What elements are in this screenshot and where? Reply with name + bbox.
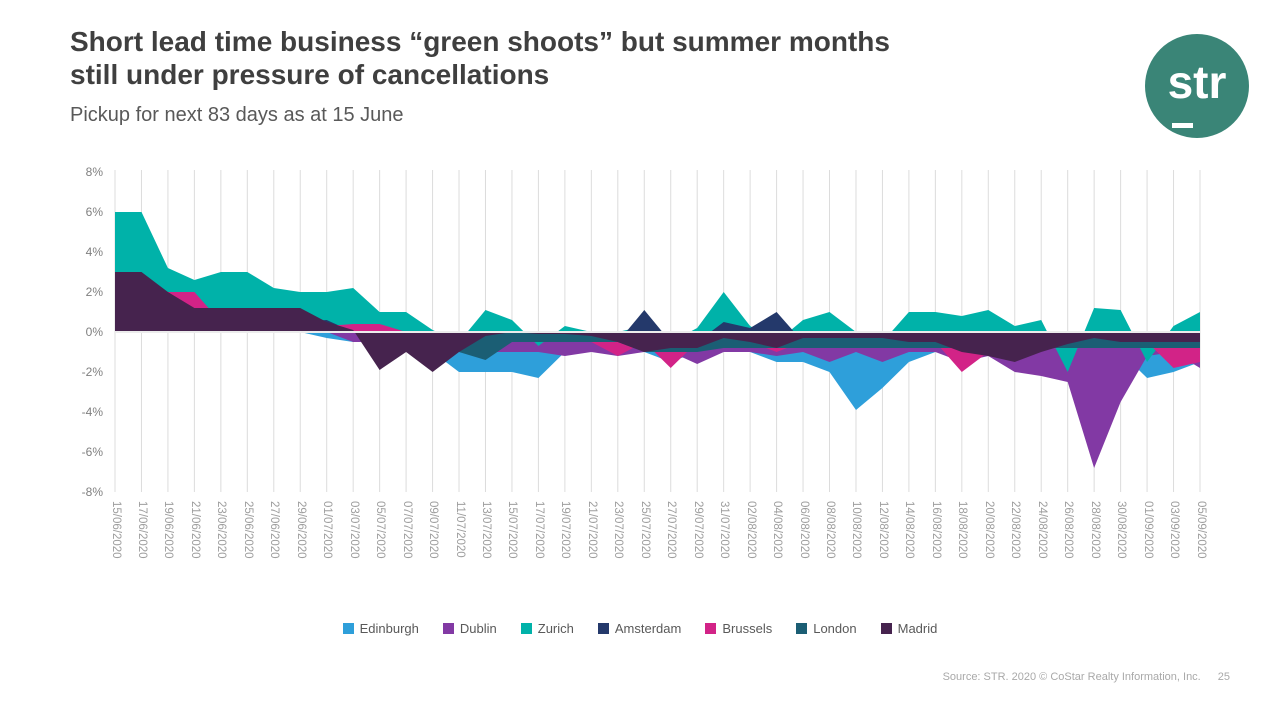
slide-title: Short lead time business “green shoots” …	[70, 26, 1090, 92]
y-axis-label: -4%	[81, 405, 103, 419]
legend-label: Edinburgh	[359, 621, 419, 636]
x-axis-label: 17/06/2020	[135, 501, 148, 559]
x-axis-label: 10/08/2020	[850, 501, 863, 559]
x-axis-label: 21/06/2020	[188, 501, 201, 559]
x-axis-label: 27/06/2020	[268, 501, 281, 559]
x-axis-label: 13/07/2020	[479, 501, 492, 559]
x-axis-label: 05/09/2020	[1194, 501, 1207, 559]
x-axis-label: 06/08/2020	[797, 501, 810, 559]
legend-label: Zurich	[537, 621, 574, 636]
x-axis-label: 01/07/2020	[321, 501, 334, 559]
str-logo-text: str	[1167, 56, 1227, 108]
legend-swatch-dublin	[442, 623, 454, 634]
x-axis-label: 07/07/2020	[400, 501, 413, 559]
x-axis-label: 20/08/2020	[982, 501, 995, 559]
slide-subtitle: Pickup for next 83 days as at 15 June	[70, 104, 404, 126]
x-axis-label: 16/08/2020	[929, 501, 942, 559]
x-axis-label: 01/09/2020	[1141, 501, 1154, 559]
footer: Source: STR. 2020 © CoStar Realty Inform…	[943, 671, 1230, 683]
x-axis-label: 29/06/2020	[294, 501, 307, 559]
x-axis-label: 21/07/2020	[585, 501, 598, 559]
x-axis-label: 18/08/2020	[956, 501, 969, 559]
x-axis-label: 31/07/2020	[718, 501, 731, 559]
x-axis-label: 30/08/2020	[1115, 501, 1128, 559]
x-axis-label: 24/08/2020	[1035, 501, 1048, 559]
legend-item-amsterdam: Amsterdam	[597, 621, 682, 636]
x-axis-label: 25/07/2020	[638, 501, 651, 559]
x-axis-label: 08/08/2020	[824, 501, 836, 559]
legend-label: Amsterdam	[614, 621, 682, 636]
x-axis-label: 19/07/2020	[559, 501, 572, 559]
legend-label: Madrid	[897, 621, 938, 636]
legend-item-brussels: Brussels	[705, 621, 772, 636]
x-axis-label: 25/06/2020	[241, 501, 254, 559]
x-axis-label: 12/08/2020	[876, 501, 889, 559]
x-axis-label: 29/07/2020	[691, 501, 704, 559]
legend-swatch-brussels	[705, 623, 717, 634]
legend-swatch-amsterdam	[597, 623, 609, 634]
legend-swatch-zurich	[520, 623, 532, 634]
x-axis-label: 03/07/2020	[347, 501, 360, 559]
str-logo: str	[1145, 34, 1249, 138]
y-axis-label: 0%	[85, 325, 103, 339]
slide-title-line2: still under pressure of cancellations	[70, 58, 550, 90]
x-axis-label: 23/06/2020	[215, 501, 228, 559]
legend-label: Brussels	[722, 621, 773, 636]
x-axis-label: 11/07/2020	[453, 501, 466, 558]
x-axis-label: 09/07/2020	[427, 501, 440, 559]
x-axis-label: 23/07/2020	[612, 501, 625, 559]
footer-page-number: 25	[1217, 671, 1230, 683]
x-axis-label: 28/08/2020	[1088, 501, 1101, 559]
footer-source: Source: STR. 2020 © CoStar Realty Inform…	[942, 671, 1201, 683]
area-series-madrid	[115, 272, 1200, 372]
legend-item-zurich: Zurich	[520, 621, 574, 636]
legend-swatch-edinburgh	[342, 623, 354, 634]
y-axis-label: 8%	[85, 165, 103, 179]
legend-label: Dublin	[459, 621, 497, 636]
legend-swatch-madrid	[880, 623, 892, 634]
x-axis-label: 22/08/2020	[1009, 501, 1022, 559]
x-axis-label: 15/06/2020	[109, 501, 122, 559]
x-axis-label: 05/07/2020	[374, 501, 387, 559]
x-axis-label: 04/08/2020	[771, 501, 784, 559]
str-logo-underline	[1172, 123, 1193, 128]
legend-item-london: London	[796, 621, 857, 636]
legend-label: London	[813, 621, 857, 636]
y-axis-label: 4%	[85, 245, 103, 259]
x-axis-label: 15/07/2020	[506, 501, 519, 559]
y-axis-label: -6%	[81, 445, 103, 459]
legend-item-madrid: Madrid	[880, 621, 938, 636]
y-axis-label: 2%	[85, 285, 103, 299]
x-axis-label: 02/08/2020	[744, 501, 757, 559]
y-axis-label: -8%	[81, 485, 103, 499]
x-axis-label: 27/07/2020	[665, 501, 678, 559]
x-axis-label: 03/09/2020	[1168, 501, 1181, 559]
x-axis-label: 19/06/2020	[162, 501, 175, 559]
x-axis-label: 26/08/2020	[1062, 501, 1075, 559]
legend-item-dublin: Dublin	[442, 621, 497, 636]
slide-title-line1: Short lead time business “green shoots” …	[70, 26, 890, 57]
y-axis-label: -2%	[81, 365, 103, 379]
legend-swatch-london	[796, 623, 808, 634]
y-axis-label: 6%	[85, 205, 103, 219]
chart-legend: Edinburgh Dublin Zurich Amsterdam Brussels Lo…	[0, 621, 1280, 636]
x-axis-label: 14/08/2020	[903, 501, 916, 559]
x-axis-label: 17/07/2020	[532, 501, 545, 559]
legend-item-edinburgh: Edinburgh	[342, 621, 419, 636]
